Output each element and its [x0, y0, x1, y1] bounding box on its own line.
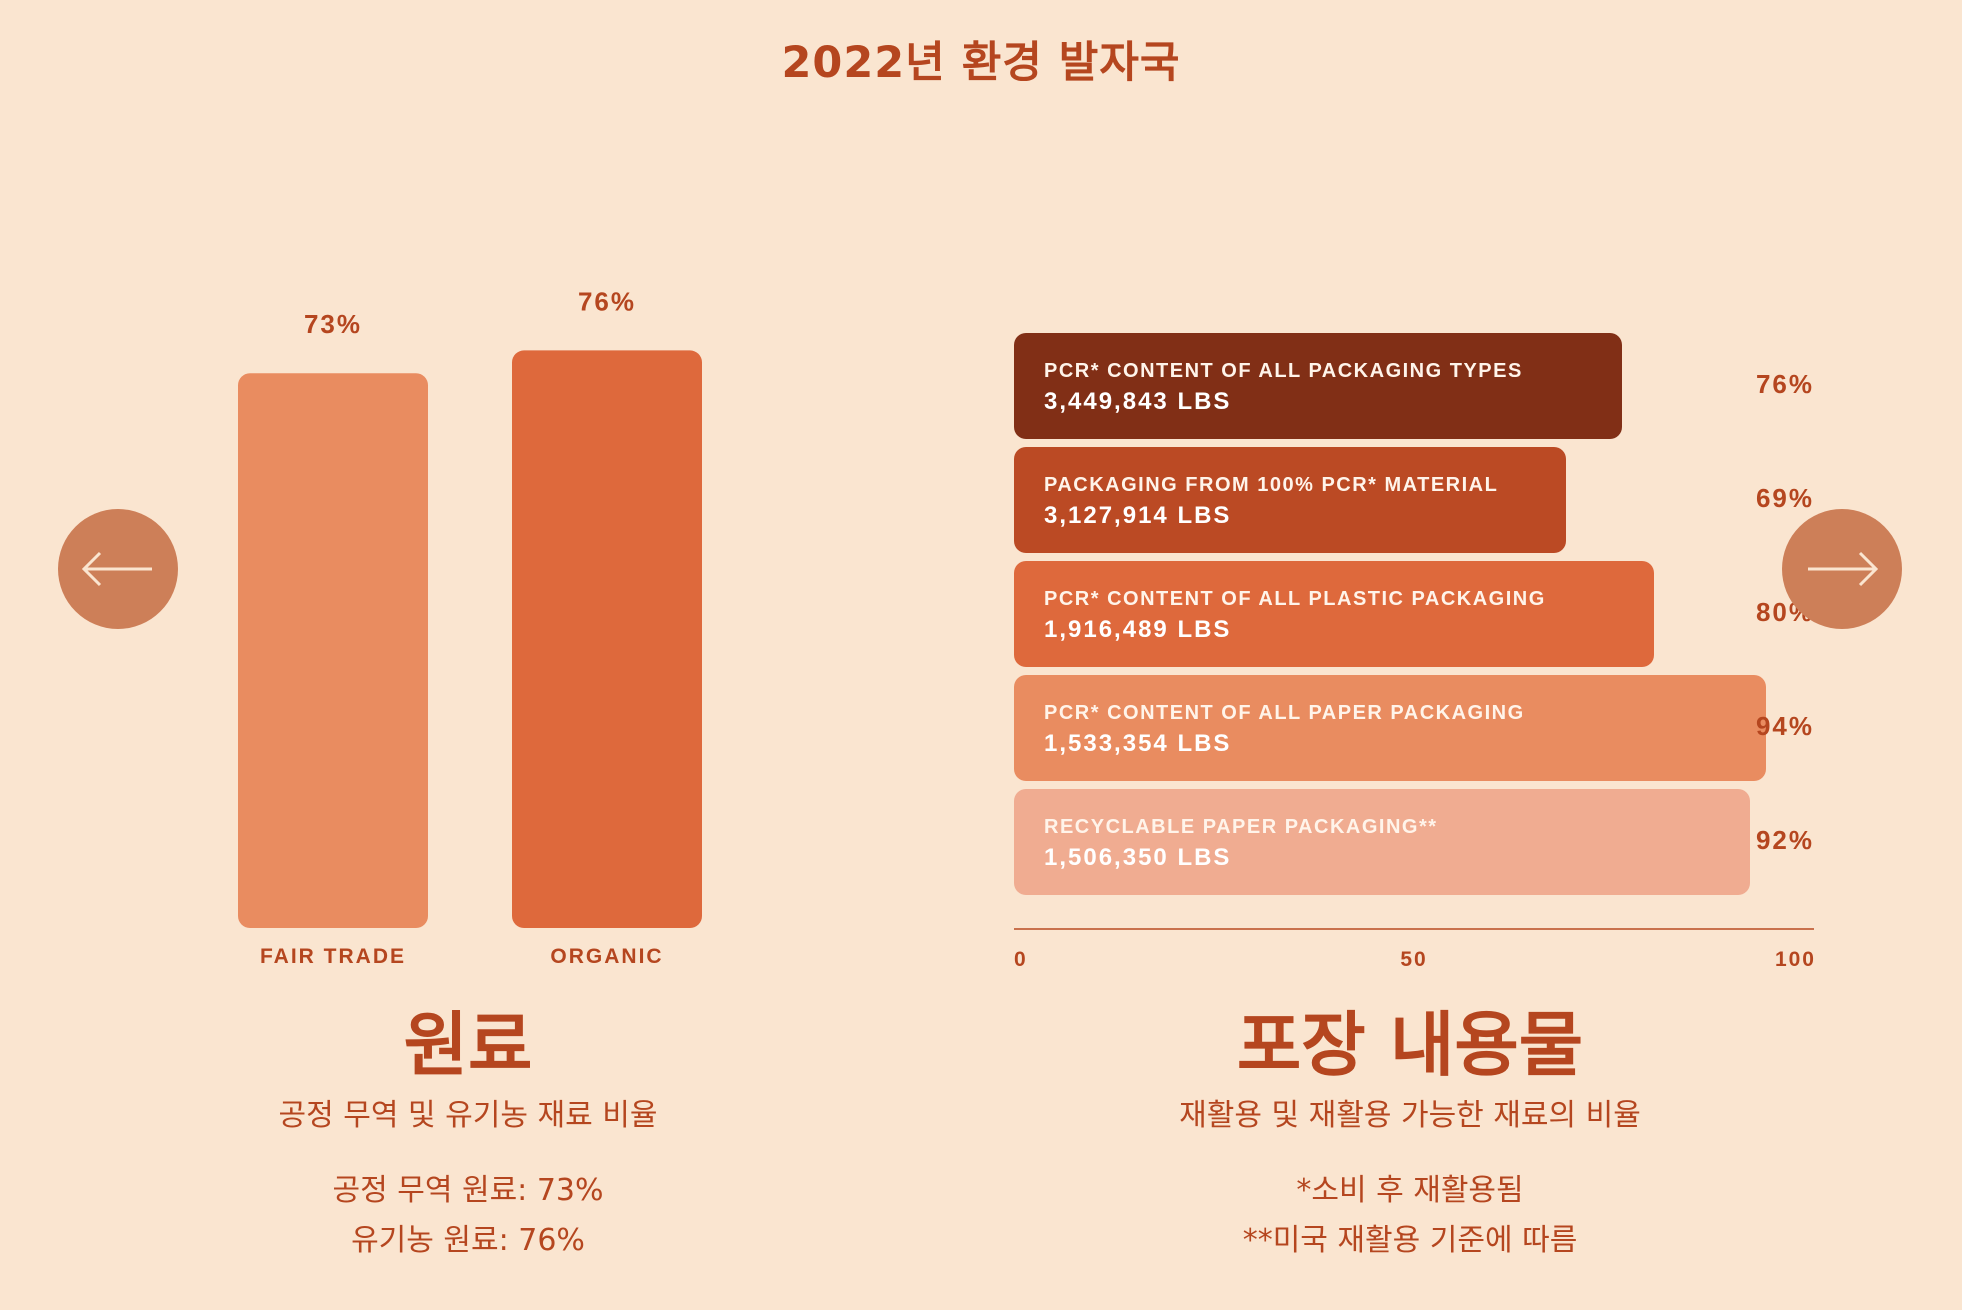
packaging-bar-percent: 76%	[1756, 369, 1814, 399]
packaging-title: 포장 내용물	[1236, 1004, 1584, 1086]
packaging-bar-percent: 69%	[1756, 483, 1814, 513]
packaging-bar-name: PACKAGING FROM 100% PCR* MATERIAL	[1044, 474, 1498, 496]
bar-value-label: 76%	[578, 286, 636, 316]
packaging-bar-3	[1014, 561, 1654, 667]
x-tick-label: 0	[1014, 948, 1028, 971]
arrow-left-icon	[81, 551, 152, 587]
arrow-right-icon	[1808, 551, 1879, 587]
packaging-bar-1	[1014, 333, 1622, 439]
pcr-footnote: *소비 후 재활용됨	[1296, 1173, 1524, 1208]
vertical-bar-chart: 73% FAIR TRADE 76% ORGANIC	[238, 286, 702, 968]
raw-materials-section: 원료 공정 무역 및 유기농 재료 비율 공정 무역 원료: 73% 유기농 원…	[268, 1002, 668, 1266]
packaging-bar-5	[1014, 789, 1750, 895]
bar-category-label: FAIR TRADE	[260, 945, 406, 968]
packaging-bar-percent: 92%	[1756, 825, 1814, 855]
packaging-bar-weight: 3,127,914 LBS	[1044, 502, 1231, 529]
packaging-bar-name: RECYCLABLE PAPER PACKAGING**	[1044, 816, 1438, 838]
packaging-bar-2	[1014, 447, 1566, 553]
bar-fair-trade	[238, 373, 428, 928]
raw-materials-title: 원료	[403, 1004, 533, 1086]
page-title: 2022년 환경 발자국	[781, 38, 1181, 88]
packaging-bar-name: PCR* CONTENT OF ALL PACKAGING TYPES	[1044, 360, 1523, 382]
packaging-bar-weight: 3,449,843 LBS	[1044, 388, 1231, 415]
organic-note: 유기농 원료: 76%	[351, 1223, 585, 1258]
x-tick-label: 100	[1775, 948, 1816, 971]
packaging-bar-name: PCR* CONTENT OF ALL PAPER PACKAGING	[1044, 702, 1525, 724]
packaging-bar-weight: 1,916,489 LBS	[1044, 616, 1231, 643]
fair-trade-note: 공정 무역 원료: 73%	[332, 1173, 604, 1208]
previous-slide-button[interactable]	[58, 509, 178, 629]
packaging-bar-weight: 1,506,350 LBS	[1044, 844, 1231, 871]
packaging-bar-percent: 94%	[1756, 711, 1814, 741]
horizontal-bar-chart: PCR* CONTENT OF ALL PACKAGING TYPES 3,449…	[1014, 333, 1816, 971]
bar-organic	[512, 350, 702, 928]
packaging-subtitle: 재활용 및 재활용 가능한 재료의 비율	[1179, 1098, 1641, 1133]
bar-category-label: ORGANIC	[550, 945, 663, 968]
packaging-section: 포장 내용물 재활용 및 재활용 가능한 재료의 비율 *소비 후 재활용됨 *…	[1110, 1002, 1710, 1266]
packaging-bar-4	[1014, 675, 1766, 781]
packaging-bar-weight: 1,533,354 LBS	[1044, 730, 1231, 757]
next-slide-button[interactable]	[1782, 509, 1902, 629]
x-tick-label: 50	[1400, 948, 1427, 971]
recycling-standard-footnote: **미국 재활용 기준에 따름	[1242, 1223, 1578, 1258]
packaging-bar-name: PCR* CONTENT OF ALL PLASTIC PACKAGING	[1044, 588, 1546, 610]
bar-value-label: 73%	[304, 309, 362, 339]
raw-materials-subtitle: 공정 무역 및 유기농 재료 비율	[278, 1098, 658, 1133]
